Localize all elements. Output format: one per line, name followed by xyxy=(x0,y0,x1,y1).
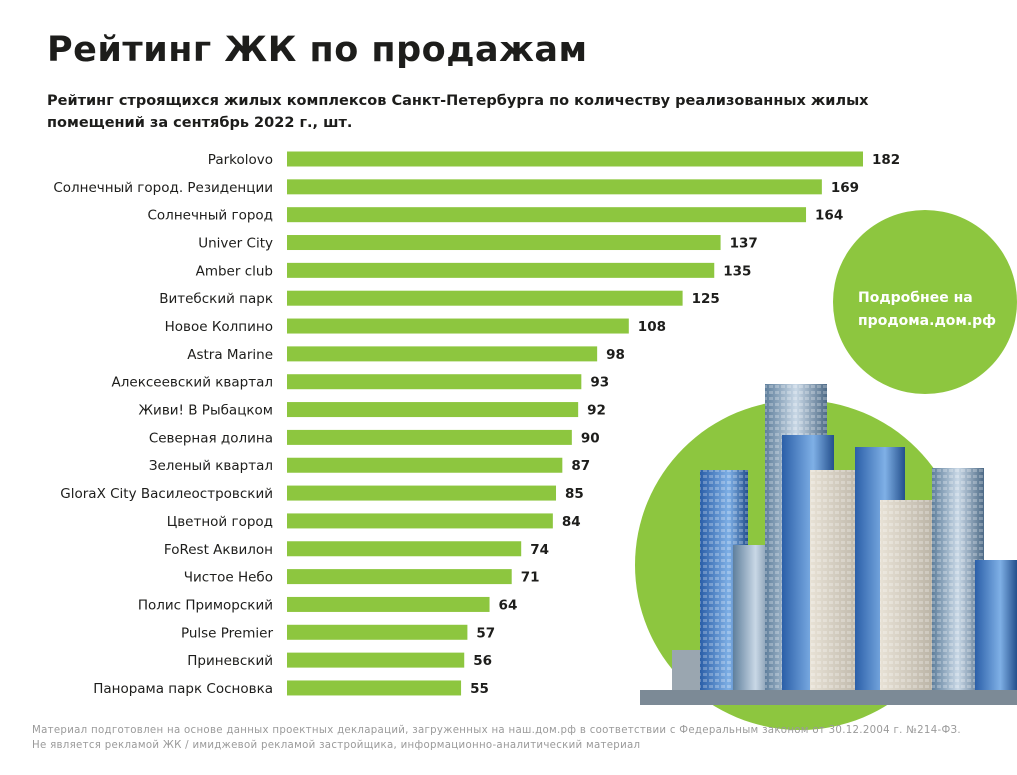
category-label: Новое Колпино xyxy=(165,319,273,335)
promo-circle[interactable] xyxy=(833,210,1017,394)
bar xyxy=(287,262,715,278)
category-label: Приневский xyxy=(187,653,273,669)
value-label: 169 xyxy=(831,180,859,196)
value-label: 56 xyxy=(473,653,492,669)
bar xyxy=(287,485,557,501)
bar-chart: Parkolovo 182 Солнечный город. Резиденции 1… xyxy=(53,151,900,697)
category-label: Parkolovo xyxy=(208,152,273,168)
bar xyxy=(287,457,563,473)
value-label: 84 xyxy=(562,514,581,530)
category-label: Цветной город xyxy=(167,514,273,530)
bar xyxy=(287,290,683,306)
category-label: Univer City xyxy=(198,236,273,252)
category-label: Amber club xyxy=(196,263,273,279)
category-label: GloraX City Василеостровский xyxy=(60,486,273,502)
promo-link[interactable]: Подробнее на продома.дом.рф xyxy=(858,290,997,329)
value-label: 93 xyxy=(590,375,609,391)
category-label: Алексеевский квартал xyxy=(112,375,273,391)
value-label: 87 xyxy=(571,458,590,474)
city-illustration xyxy=(640,384,1017,705)
value-label: 64 xyxy=(499,597,518,613)
bar xyxy=(287,151,863,167)
value-label: 125 xyxy=(692,291,720,307)
value-label: 85 xyxy=(565,486,584,502)
category-label: Astra Marine xyxy=(187,347,273,363)
bar xyxy=(287,569,512,585)
bar xyxy=(287,541,522,557)
value-label: 90 xyxy=(581,430,600,446)
bar xyxy=(287,402,579,418)
value-label: 55 xyxy=(470,681,489,697)
category-label: Pulse Premier xyxy=(181,625,274,641)
subtitle: Рейтинг строящихся жилых комплексов Санк… xyxy=(47,93,869,131)
value-label: 98 xyxy=(606,347,625,363)
category-label: Чистое Небо xyxy=(184,570,273,586)
value-label: 57 xyxy=(476,625,495,641)
bar xyxy=(287,429,572,445)
category-label: Зеленый квартал xyxy=(149,458,273,474)
category-label: FoRest Аквилон xyxy=(164,542,273,558)
value-label: 182 xyxy=(872,152,900,168)
bar xyxy=(287,179,822,195)
value-label: 137 xyxy=(730,236,758,252)
bar xyxy=(287,652,465,668)
category-label: Полис Приморский xyxy=(138,597,273,613)
bar xyxy=(287,680,462,696)
value-label: 164 xyxy=(815,208,843,224)
bar xyxy=(287,235,721,251)
category-label: Солнечный город xyxy=(148,208,274,224)
bar xyxy=(287,624,468,640)
category-label: Живи! В Рыбацком xyxy=(139,403,274,419)
value-label: 74 xyxy=(530,542,549,558)
bar xyxy=(287,596,490,612)
value-label: 108 xyxy=(638,319,666,335)
bar xyxy=(287,207,807,223)
value-label: 71 xyxy=(521,570,540,586)
value-label: 135 xyxy=(723,263,751,279)
category-label: Северная долина xyxy=(149,430,273,446)
category-label: Витебский парк xyxy=(159,291,273,307)
bar xyxy=(287,513,553,529)
bar xyxy=(287,346,598,362)
footnote: Материал подготовлен на основе данных пр… xyxy=(32,725,961,751)
bar xyxy=(287,374,582,390)
title: Рейтинг ЖК по продажам xyxy=(47,30,588,70)
category-label: Панорама парк Сосновка xyxy=(93,681,273,697)
bar xyxy=(287,318,629,334)
value-label: 92 xyxy=(587,403,606,419)
category-label: Солнечный город. Резиденции xyxy=(53,180,273,196)
